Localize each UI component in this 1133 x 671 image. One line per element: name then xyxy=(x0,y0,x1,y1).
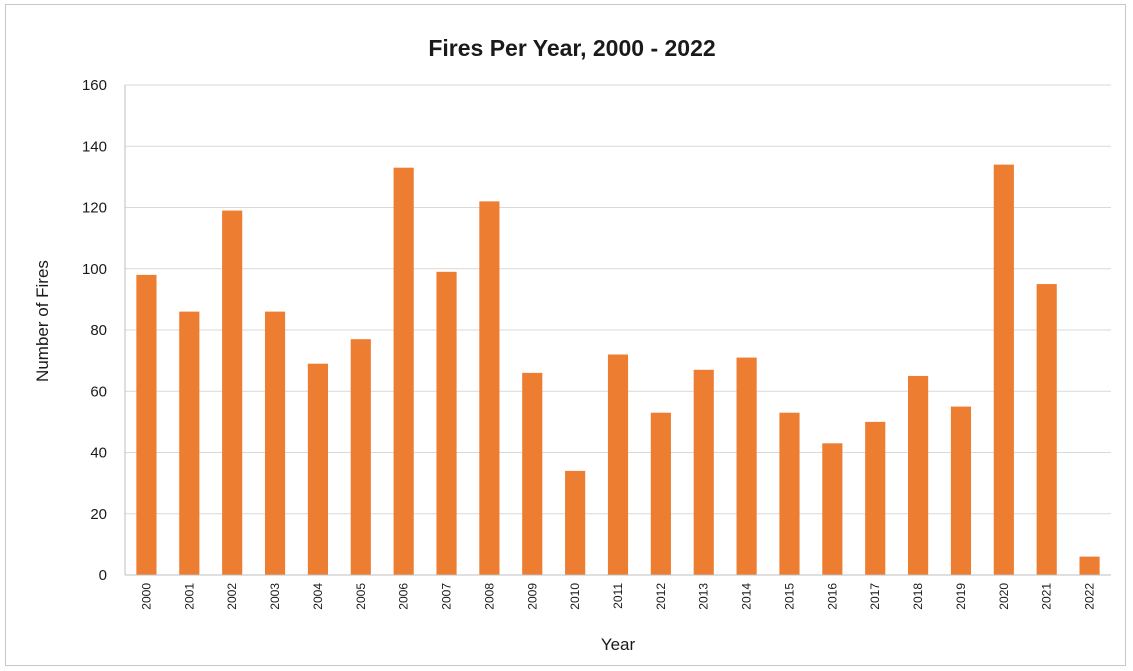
y-axis-ticks: 0 20 40 60 80 100 120 140 160 xyxy=(82,77,107,584)
x-tick-label: 2002 xyxy=(225,583,239,610)
x-tick-label: 2014 xyxy=(740,583,754,610)
bar-2021 xyxy=(1036,284,1057,575)
bar-2016 xyxy=(822,443,843,575)
x-tick-label: 2003 xyxy=(268,583,282,610)
bar-2008 xyxy=(479,201,500,575)
bars xyxy=(136,164,1100,575)
x-tick-label: 2004 xyxy=(311,583,325,610)
x-tick-label: 2009 xyxy=(525,583,539,610)
x-tick-label: 2006 xyxy=(397,583,411,610)
x-axis-title: Year xyxy=(601,635,636,654)
bar-2013 xyxy=(693,369,714,575)
x-tick-label: 2012 xyxy=(654,583,668,610)
axes xyxy=(124,85,1111,576)
x-tick-label: 2016 xyxy=(825,583,839,610)
bar-2003 xyxy=(264,311,286,575)
bar-2007 xyxy=(436,271,457,575)
bar-2017 xyxy=(865,421,886,575)
x-tick-label: 2007 xyxy=(440,583,454,610)
x-tick-label: 2015 xyxy=(782,583,796,610)
x-tick-label: 2008 xyxy=(482,583,496,610)
bar-2015 xyxy=(779,412,800,575)
x-tick-label: 2001 xyxy=(182,583,196,610)
x-tick-label: 2021 xyxy=(1040,583,1054,610)
bar-2020 xyxy=(993,164,1014,575)
x-tick-label: 2010 xyxy=(568,583,582,610)
x-tick-label: 2022 xyxy=(1083,583,1097,610)
x-tick-label: 2000 xyxy=(139,583,153,610)
bar-2001 xyxy=(179,311,200,575)
bar-2018 xyxy=(908,375,929,575)
x-tick-label: 2013 xyxy=(697,583,711,610)
bar-2012 xyxy=(650,412,671,575)
x-tick-label: 2011 xyxy=(611,583,625,609)
x-tick-label: 2019 xyxy=(954,583,968,610)
bar-2006 xyxy=(393,167,414,575)
chart-title: Fires Per Year, 2000 - 2022 xyxy=(428,35,715,61)
y-tick-label: 100 xyxy=(82,261,107,278)
bar-2005 xyxy=(350,339,371,575)
bar-2000 xyxy=(136,274,157,575)
bar-2022 xyxy=(1079,556,1100,575)
y-tick-label: 160 xyxy=(82,77,107,94)
bar-2004 xyxy=(307,363,328,575)
y-tick-label: 20 xyxy=(90,506,107,523)
bar-2010 xyxy=(565,470,586,575)
y-tick-label: 80 xyxy=(90,322,107,339)
x-tick-label: 2020 xyxy=(997,583,1011,610)
y-tick-label: 40 xyxy=(90,445,107,462)
y-tick-label: 140 xyxy=(82,138,107,155)
bar-2011 xyxy=(607,354,629,575)
x-tick-label: 2018 xyxy=(911,583,925,610)
y-tick-label: 120 xyxy=(82,200,107,217)
bar-2019 xyxy=(950,406,972,575)
bar-2009 xyxy=(522,372,543,575)
y-tick-label: 60 xyxy=(90,383,107,400)
bar-chart: Fires Per Year, 2000 - 2022 0 20 40 60 80 100… xyxy=(33,35,1111,654)
x-tick-label: 2017 xyxy=(868,583,882,610)
y-tick-label: 0 xyxy=(99,567,107,584)
bar-2014 xyxy=(736,357,757,575)
x-tick-label: 2005 xyxy=(354,583,368,610)
chart-frame: Fires Per Year, 2000 - 2022 0 20 40 60 80 100… xyxy=(5,4,1126,666)
y-axis-title: Number of Fires xyxy=(33,260,52,382)
x-axis-ticks: 2000 2001 2002 2003 2004 2005 2006 2007 2008 2009… xyxy=(139,583,1096,610)
bar-2002 xyxy=(222,210,243,575)
